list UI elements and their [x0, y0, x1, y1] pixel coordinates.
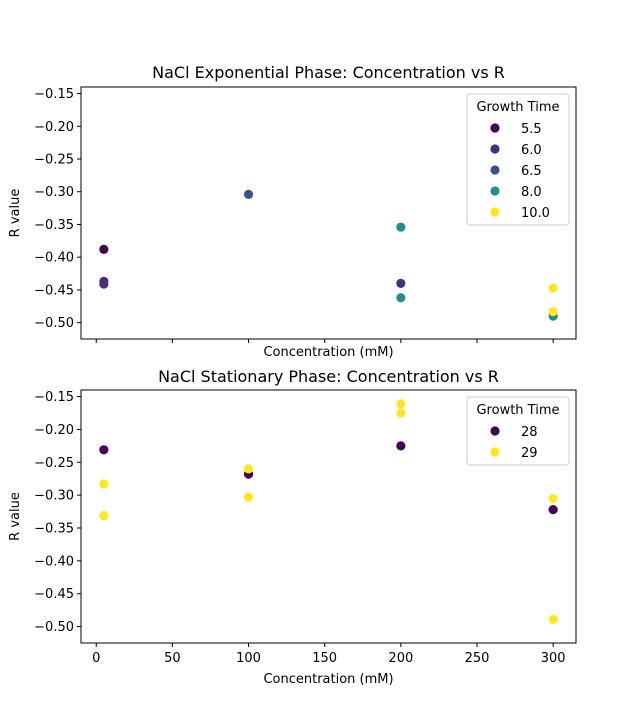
data-point-series-6.5	[243, 189, 254, 199]
data-point-series-8.0	[396, 222, 406, 232]
legend-marker	[490, 186, 500, 196]
x-tick-label: 0	[92, 651, 100, 666]
plot-area-frame	[80, 86, 577, 340]
legend-marker	[490, 207, 500, 217]
x-axis-label: Concentration (mM)	[263, 345, 393, 360]
y-tick-label: −0.40	[34, 554, 74, 569]
y-tick-label: −0.30	[34, 185, 74, 200]
legend-entry-label: 6.5	[521, 164, 542, 179]
legend-entry-label: 28	[521, 425, 538, 440]
y-tick-label: −0.20	[34, 423, 74, 438]
legend-marker	[490, 426, 500, 436]
data-point-series-28	[548, 505, 558, 515]
data-point-series-29	[243, 464, 254, 474]
y-tick-label: −0.35	[34, 522, 74, 537]
y-tick-label: −0.25	[34, 456, 74, 471]
y-tick-label: −0.40	[34, 251, 74, 266]
chart-title: NaCl Exponential Phase: Concentration vs…	[152, 63, 505, 82]
y-tick-label: −0.15	[34, 87, 74, 102]
legend: Growth Time 28 29	[466, 396, 570, 466]
legend-entry-label: 8.0	[521, 185, 542, 200]
legend-box	[466, 396, 570, 466]
x-tick-label: 250	[465, 651, 490, 666]
y-tick-label: −0.50	[34, 620, 74, 635]
data-point-series-28	[99, 445, 109, 455]
x-tick-label: 200	[388, 651, 413, 666]
legend-marker	[490, 123, 500, 133]
y-tick-label: −0.45	[34, 587, 74, 602]
legend-title: Growth Time	[476, 100, 559, 115]
legend: Growth Time 5.5 6.0 6.5 8.0 10.0	[466, 93, 570, 226]
data-point-series-29	[548, 493, 558, 504]
legend-entry-label: 29	[521, 446, 538, 461]
y-axis-label: R value	[8, 189, 23, 238]
legend-title: Growth Time	[476, 403, 559, 418]
legend-entry-label: 6.0	[521, 143, 542, 158]
chart-title: NaCl Stationary Phase: Concentration vs …	[158, 367, 499, 386]
y-axis-label: R value	[8, 492, 23, 541]
legend-marker	[490, 165, 500, 175]
y-tick-label: −0.20	[34, 120, 74, 135]
data-point-series-29	[548, 614, 558, 624]
data-point-series-29	[243, 492, 254, 502]
data-point-series-29	[396, 399, 406, 409]
data-point-series-8.0	[396, 293, 406, 303]
x-tick-label: 50	[164, 651, 181, 666]
legend-marker	[490, 447, 500, 457]
data-point-series-6.0	[99, 279, 109, 289]
legend-marker	[490, 144, 500, 154]
y-tick-label: −0.15	[34, 390, 74, 405]
data-point-series-29	[99, 479, 109, 489]
x-tick-label: 150	[312, 651, 337, 666]
x-tick-label: 100	[236, 651, 261, 666]
plot-area-frame	[80, 389, 577, 644]
data-point-series-6.0	[396, 278, 406, 288]
y-tick-label: −0.50	[34, 316, 74, 331]
data-point-series-10.0	[548, 306, 558, 317]
data-point-series-10.0	[548, 283, 558, 293]
legend-entry-label: 5.5	[521, 122, 542, 137]
chart-panel-1: NaCl Exponential Phase: Concentration vs…	[8, 63, 577, 360]
x-tick-label: 300	[541, 651, 566, 666]
data-point-series-28	[396, 441, 406, 451]
y-tick-label: −0.25	[34, 153, 74, 168]
data-point-series-5.5	[99, 244, 109, 254]
y-tick-label: −0.45	[34, 283, 74, 298]
legend-entry-label: 10.0	[521, 206, 550, 221]
data-point-series-29	[396, 408, 406, 418]
chart-panel-2: NaCl Stationary Phase: Concentration vs …	[8, 367, 577, 687]
y-tick-label: −0.35	[34, 218, 74, 233]
y-tick-label: −0.30	[34, 489, 74, 504]
x-axis-label: Concentration (mM)	[263, 672, 393, 687]
data-point-series-29	[99, 510, 109, 521]
